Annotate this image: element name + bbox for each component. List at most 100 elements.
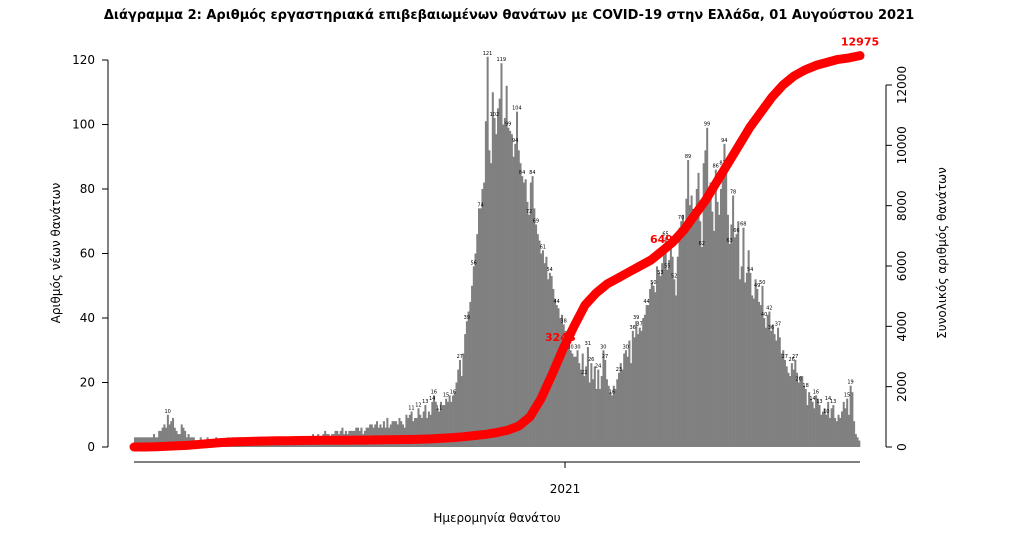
bar <box>756 288 759 447</box>
bar <box>733 237 736 447</box>
y-axis-title-left: Αριθμός νέων θανάτων <box>49 182 63 323</box>
bar <box>588 382 591 447</box>
bar <box>439 401 442 447</box>
bar <box>662 250 665 447</box>
bar <box>804 388 807 447</box>
bar <box>472 266 475 447</box>
bar <box>526 201 529 447</box>
y-tick-label-right: 0 <box>895 443 909 451</box>
bar <box>830 408 833 447</box>
bar <box>441 405 444 447</box>
bar-value-label: 54 <box>747 267 753 273</box>
bar <box>647 305 650 447</box>
bar <box>147 437 150 447</box>
bar <box>453 392 456 447</box>
bar <box>431 401 434 447</box>
y-tick-label-left: 100 <box>72 118 95 132</box>
bar <box>395 421 398 447</box>
bar-value-label: 61 <box>540 244 546 250</box>
bar-value-label: 89 <box>685 154 691 160</box>
bar <box>694 214 697 447</box>
bar <box>391 421 394 447</box>
bar <box>828 417 831 447</box>
bar <box>605 379 608 447</box>
bar <box>559 318 562 447</box>
bar <box>414 417 417 447</box>
bar <box>465 321 468 447</box>
bar-value-label: 99 <box>704 122 710 128</box>
bar-value-label: 44 <box>643 299 649 305</box>
bar <box>586 347 589 447</box>
bar-value-label: 14 <box>825 396 831 402</box>
bar <box>142 437 145 447</box>
bar <box>509 130 512 447</box>
bar <box>448 395 451 447</box>
bar-value-label: 15 <box>844 393 850 399</box>
bar <box>782 350 785 447</box>
bar <box>495 134 498 447</box>
bar <box>464 334 467 448</box>
bar <box>802 385 805 447</box>
bar-value-label: 36 <box>630 325 636 331</box>
bar <box>512 156 515 447</box>
bar <box>704 150 707 448</box>
bar <box>566 330 569 447</box>
bar <box>827 401 830 447</box>
bar <box>659 276 662 447</box>
bar <box>443 405 446 447</box>
bar <box>165 427 168 447</box>
bar <box>450 401 453 447</box>
bar <box>519 163 522 447</box>
bar <box>412 421 415 447</box>
bar-value-label: 68 <box>740 222 746 228</box>
bar <box>624 350 627 447</box>
bar <box>547 279 550 447</box>
bar <box>548 272 551 447</box>
bar <box>376 421 379 447</box>
bar <box>621 369 624 447</box>
bar <box>650 282 653 447</box>
bar <box>673 279 676 447</box>
bar <box>481 189 484 447</box>
bar <box>573 356 576 447</box>
bar <box>697 172 700 448</box>
bar <box>675 295 678 447</box>
bar <box>398 417 401 447</box>
bar <box>815 395 818 447</box>
bar-value-label: 31 <box>585 341 591 347</box>
bar <box>507 127 510 447</box>
bar-value-label: 37 <box>636 322 642 328</box>
x-axis-title: Ημερομηνία θανάτου <box>433 511 560 525</box>
bar <box>462 353 465 447</box>
bar <box>140 437 143 447</box>
bar <box>426 417 429 447</box>
bar-value-label: 38 <box>560 318 566 324</box>
bar <box>139 437 142 447</box>
bar-value-label: 69 <box>533 219 539 225</box>
bar <box>618 372 621 447</box>
bar <box>469 301 472 448</box>
bar <box>744 282 747 447</box>
bar-value-label: 42 <box>766 306 772 312</box>
bar <box>557 308 560 447</box>
bar-value-label: 27 <box>792 354 798 360</box>
bar <box>137 437 140 447</box>
bar-value-label: 55 <box>664 264 670 270</box>
bar <box>856 437 859 447</box>
bar <box>846 398 849 448</box>
bar <box>600 376 603 447</box>
bar <box>611 395 614 447</box>
y-tick-label-right: 10000 <box>895 126 909 164</box>
bar <box>458 359 461 447</box>
bar <box>477 208 481 447</box>
bar <box>797 382 800 447</box>
bar <box>834 417 837 447</box>
bar <box>813 408 816 447</box>
bar-value-label: 63 <box>726 238 732 244</box>
bar <box>832 405 835 447</box>
bar <box>735 234 738 447</box>
bar <box>592 379 595 447</box>
bar <box>579 369 582 447</box>
bar <box>429 414 432 447</box>
